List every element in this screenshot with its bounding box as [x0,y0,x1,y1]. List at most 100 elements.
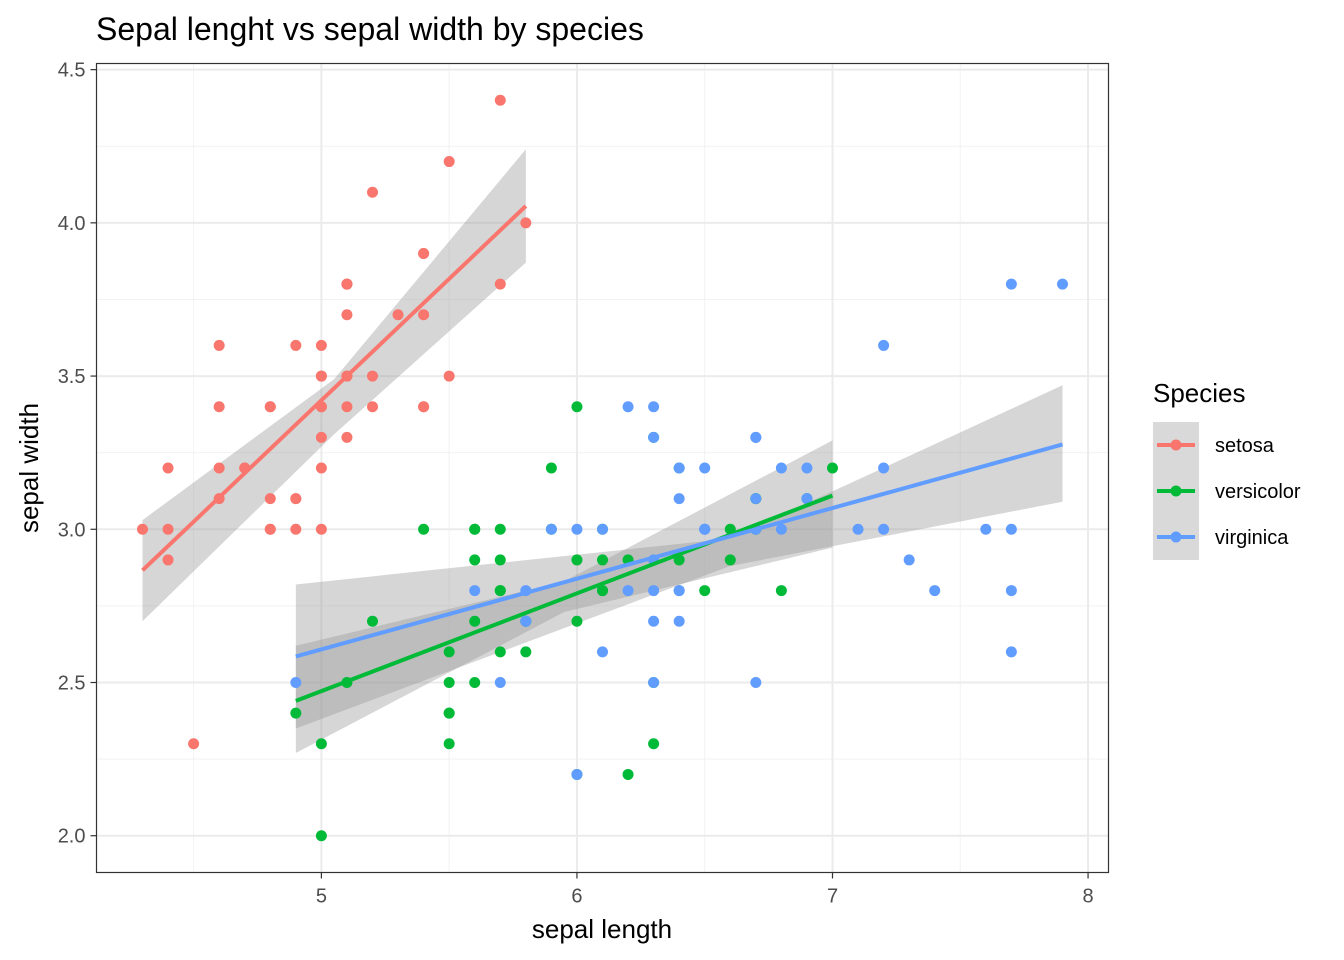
data-point-virginica [520,615,532,627]
data-point-setosa [341,431,353,443]
data-point-virginica [852,523,864,535]
data-point-setosa [443,370,455,382]
data-point-setosa [494,278,506,290]
data-point-virginica [775,462,787,474]
data-point-virginica [750,677,762,689]
data-point-setosa [264,401,276,413]
x-tick-label: 8 [1082,886,1093,908]
legend-label: versicolor [1215,481,1301,503]
x-tick-label: 5 [316,886,327,908]
data-point-virginica [648,585,660,597]
chart-title: Sepal lenght vs sepal width by species [96,11,644,47]
panel-background [96,63,1109,873]
data-point-virginica [648,677,660,689]
data-point-setosa [392,309,404,321]
data-point-virginica [545,523,557,535]
data-point-virginica [878,523,890,535]
data-point-setosa [341,309,353,321]
data-point-setosa [162,554,174,566]
x-tick-label: 6 [571,886,582,908]
data-point-virginica [597,646,608,658]
data-point-setosa [264,493,276,505]
data-point-virginica [903,554,915,566]
data-point-versicolor [469,677,481,689]
data-point-versicolor [469,554,481,566]
data-point-versicolor [597,554,608,566]
data-point-setosa [367,370,378,382]
x-axis: 5 6 7 8 [316,872,1094,908]
data-point-versicolor [494,523,506,535]
data-point-virginica [494,677,506,689]
legend-label: virginica [1215,527,1289,549]
data-point-virginica [878,462,890,474]
data-point-versicolor [545,462,557,474]
legend-item-setosa: setosa [1153,422,1275,468]
data-point-setosa [418,401,430,413]
data-point-virginica [673,493,685,505]
data-point-virginica [750,493,762,505]
data-point-versicolor [418,523,430,535]
legend-item-versicolor: versicolor [1153,468,1301,514]
data-point-setosa [367,401,378,413]
data-point-virginica [801,462,813,474]
data-point-versicolor [443,707,455,719]
data-point-virginica [1005,585,1017,597]
data-point-setosa [162,523,174,535]
data-point-versicolor [571,554,583,566]
data-point-versicolor [315,830,327,842]
data-point-virginica [1005,278,1017,290]
data-point-virginica [699,462,711,474]
data-point-versicolor [494,554,506,566]
data-point-versicolor [699,585,711,597]
data-point-virginica [929,585,941,597]
legend-key-point [1170,531,1182,543]
data-point-setosa [213,462,225,474]
data-point-virginica [469,585,481,597]
data-point-setosa [520,217,532,229]
data-point-setosa [315,431,327,443]
data-point-versicolor [469,615,481,627]
data-point-virginica [622,401,634,413]
y-tick-label: 3.5 [58,366,86,388]
panel-border [95,62,1110,874]
data-point-versicolor [443,738,455,750]
y-tick-label: 2.5 [58,673,86,695]
data-point-virginica [648,401,660,413]
data-point-virginica [1005,646,1017,658]
legend-key-point [1170,439,1182,451]
data-point-setosa [213,339,225,351]
data-point-setosa [367,186,378,198]
y-tick-label: 3.0 [58,519,86,541]
data-point-versicolor [571,401,583,413]
data-point-versicolor [597,585,608,597]
data-point-versicolor [622,768,634,780]
y-tick-label: 4.0 [58,213,86,235]
y-axis-label: sepal width [14,403,44,533]
data-point-versicolor [443,677,455,689]
plot-panel [95,62,1110,874]
data-point-versicolor [443,646,455,658]
data-point-virginica [878,339,890,351]
data-point-virginica [750,431,762,443]
data-point-virginica [673,462,685,474]
data-point-virginica [1005,523,1017,535]
data-point-setosa [341,401,353,413]
data-point-versicolor [290,707,302,719]
data-point-versicolor [571,615,583,627]
data-point-setosa [290,339,302,351]
data-point-virginica [1057,278,1068,290]
data-point-setosa [290,493,302,505]
y-axis: 2.0 2.5 3.0 3.5 4.0 4.5 [58,60,97,848]
x-axis-label: sepal length [532,914,672,944]
data-point-versicolor [469,523,481,535]
data-point-setosa [418,247,430,259]
legend-items: setosa versicolor virginica [1153,422,1301,560]
data-point-virginica [648,431,660,443]
data-point-virginica [622,585,634,597]
data-point-versicolor [648,738,660,750]
y-tick-label: 4.5 [58,60,86,82]
data-point-setosa [418,309,430,321]
regression-lines [141,204,1064,703]
data-point-versicolor [367,615,378,627]
